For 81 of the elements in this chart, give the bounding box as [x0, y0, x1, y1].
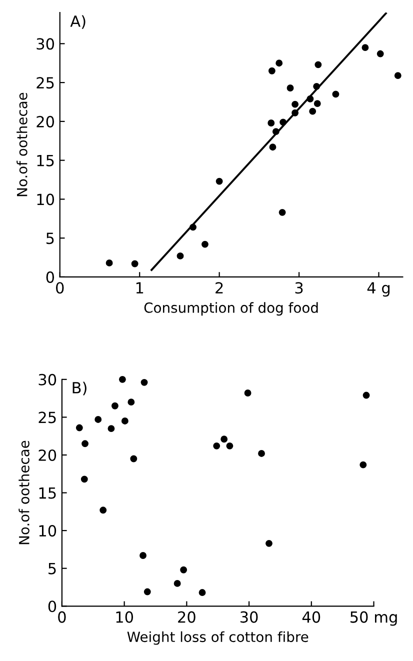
y-tick-label: 25	[36, 77, 54, 89]
x-tick-label: 30	[240, 611, 258, 623]
point	[280, 118, 287, 126]
point	[394, 72, 402, 80]
y-tick-label: 30	[38, 374, 56, 386]
point	[131, 260, 138, 268]
point	[80, 476, 88, 483]
point	[376, 50, 384, 58]
point	[202, 240, 208, 248]
point	[278, 208, 286, 216]
point	[100, 506, 107, 514]
x-axis-title: Consumption of dog food	[144, 302, 318, 316]
point	[144, 588, 151, 596]
point	[140, 552, 146, 559]
point	[220, 436, 228, 443]
point	[128, 398, 135, 406]
y-tick-label: 30	[36, 38, 54, 50]
y-tick-label: 10	[37, 194, 54, 206]
y-tick-label: 20	[38, 449, 56, 462]
y-tick-label: 25	[38, 412, 56, 424]
point	[121, 418, 128, 424]
y-tick-label: 0	[46, 271, 54, 283]
y-tick-label: 0	[48, 600, 56, 612]
point	[111, 402, 118, 410]
x-tick-label: 40	[302, 611, 320, 623]
x-tick-label: 20	[178, 611, 196, 623]
point	[268, 67, 276, 74]
point	[198, 589, 206, 596]
point	[276, 60, 283, 67]
point	[313, 82, 320, 90]
point	[82, 440, 88, 448]
x-tick-label: 0	[58, 611, 66, 623]
point	[360, 461, 367, 468]
point	[332, 90, 340, 98]
y-tick-label: 15	[37, 154, 54, 166]
chart-title: A)	[70, 15, 86, 29]
point	[76, 424, 83, 432]
point	[130, 455, 138, 462]
point	[244, 390, 252, 396]
x-tick-label: 3	[295, 282, 303, 294]
x-tick-label: 1	[136, 282, 144, 294]
point	[180, 566, 188, 574]
x-tick-label: 10	[116, 611, 134, 623]
point	[226, 442, 234, 450]
point	[266, 540, 272, 547]
y-tick-label: 5	[46, 232, 54, 244]
x-axis-title: Weight loss of cotton fibre	[127, 631, 308, 645]
point	[362, 44, 369, 52]
x-tick-label: 2	[216, 282, 223, 294]
chart-title: B)	[72, 382, 86, 396]
y-tick-label: 15	[39, 487, 56, 499]
point	[108, 425, 115, 432]
point	[314, 61, 322, 68]
point	[174, 580, 181, 587]
point	[309, 108, 316, 115]
y-tick-label: 20	[36, 116, 54, 128]
point	[292, 100, 299, 108]
x-tick-label: 0	[56, 282, 64, 294]
x-tick-label: 4 g	[367, 282, 390, 297]
point	[314, 100, 321, 108]
point	[94, 416, 102, 423]
point	[118, 376, 126, 383]
point	[213, 442, 220, 450]
point	[258, 450, 265, 457]
y-tick-label: 5	[48, 563, 56, 574]
point	[106, 259, 113, 266]
y-tick-label: 10	[39, 525, 56, 537]
point	[362, 392, 370, 399]
y-axis-title: No.of oothecae	[18, 440, 30, 544]
point	[190, 224, 196, 231]
point	[272, 128, 280, 136]
y-axis-title: No.of oothecae	[16, 92, 28, 196]
point	[176, 252, 184, 260]
x-tick-label: 50 mg	[350, 611, 397, 626]
point	[292, 109, 299, 116]
point	[286, 84, 294, 92]
point	[269, 144, 276, 151]
point	[216, 178, 223, 185]
point	[140, 378, 148, 386]
point	[306, 95, 314, 102]
point	[268, 120, 275, 126]
